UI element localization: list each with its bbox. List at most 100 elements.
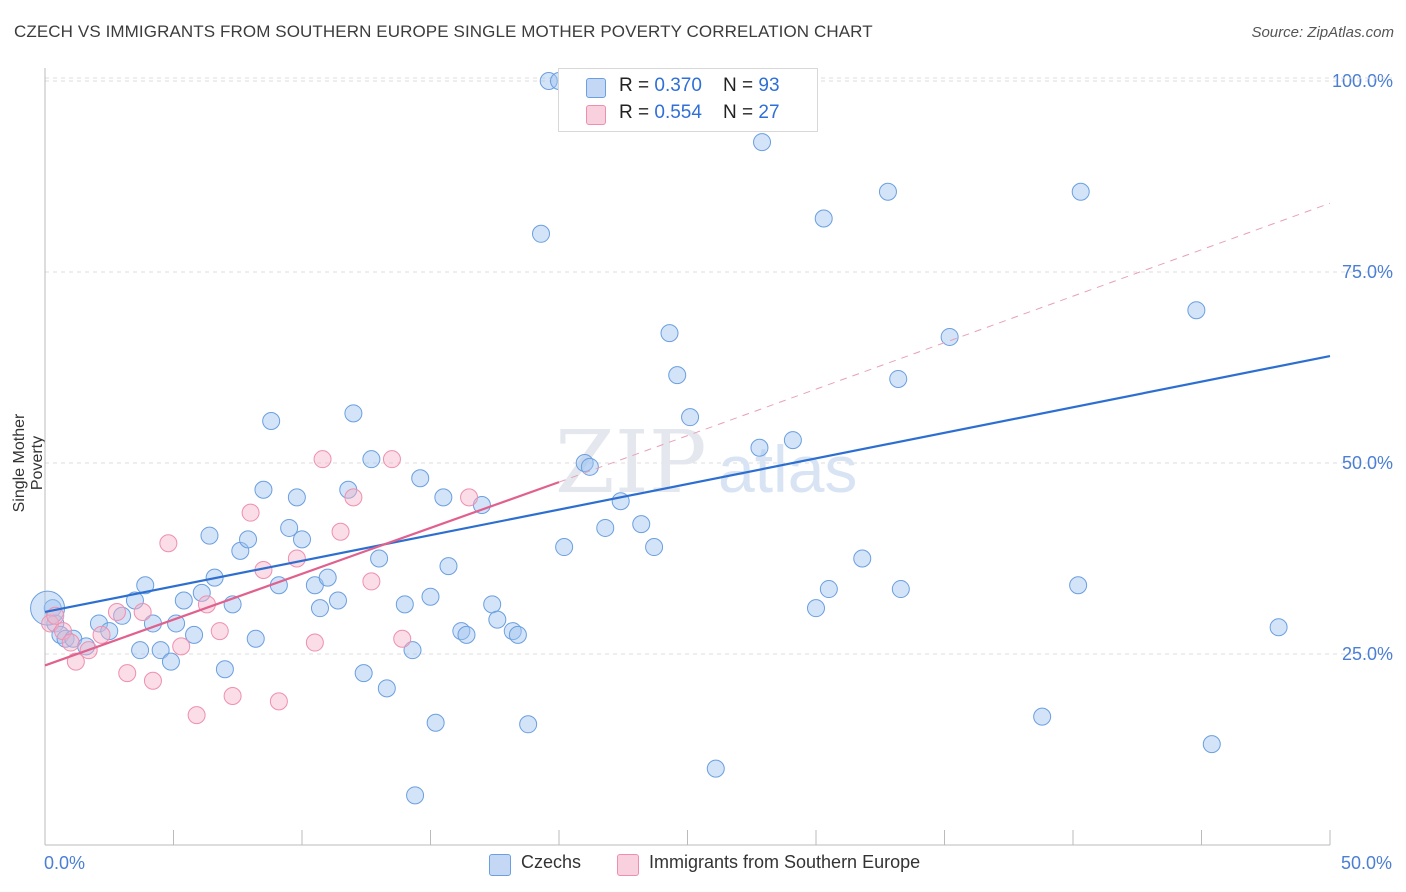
czech-point <box>174 591 193 610</box>
immigrant-point <box>92 625 111 644</box>
czech-point <box>403 641 422 660</box>
czech-point <box>596 518 615 537</box>
immigrant-point <box>159 534 178 553</box>
immigrant-point <box>107 602 126 621</box>
czech-point <box>1033 707 1052 726</box>
immigrant-point <box>143 671 162 690</box>
czech-point <box>539 72 558 90</box>
x-tick-label: 50.0% <box>1341 853 1392 873</box>
czech-point <box>519 715 538 734</box>
czech-point <box>532 224 551 243</box>
czech-point <box>632 515 651 534</box>
czech-point <box>1187 301 1206 320</box>
immigrant-trend-line <box>44 481 560 667</box>
immigrant-point <box>362 572 381 591</box>
chart-title: CZECH VS IMMIGRANTS FROM SOUTHERN EUROPE… <box>14 22 873 41</box>
czech-point <box>1071 182 1090 201</box>
czech-point <box>681 408 700 427</box>
czech-point <box>185 625 204 644</box>
czech-point <box>246 629 265 648</box>
czech-point <box>878 182 897 201</box>
czech-point <box>280 518 299 537</box>
legend-n-value-immigrants: 27 <box>758 102 780 123</box>
immigrant-point <box>210 622 229 641</box>
czech-point <box>89 614 108 633</box>
czech-point <box>411 469 430 488</box>
immigrant-point <box>187 706 206 725</box>
immigrant-point <box>344 488 363 507</box>
stats-legend: R = 0.370 N = 93 R = 0.554 N = 27 <box>558 68 818 132</box>
immigrant-point <box>313 450 332 469</box>
source-label: Source: ZipAtlas.com <box>1251 24 1394 41</box>
legend-r-label: R = <box>619 75 655 96</box>
czech-point <box>192 583 211 602</box>
legend-swatch-immigrants <box>586 105 606 125</box>
y-tick-label: 100.0% <box>1332 71 1393 91</box>
czech-point <box>439 557 458 576</box>
czech-point <box>262 411 281 430</box>
legend-n-value-czechs: 93 <box>758 75 780 96</box>
immigrant-point <box>393 629 412 648</box>
czech-point <box>421 587 440 606</box>
x-tick-label: 0.0% <box>44 853 85 873</box>
y-tick-label: 50.0% <box>1342 453 1393 473</box>
immigrant-point <box>172 637 191 656</box>
czech-point <box>131 641 150 660</box>
czech-point <box>362 450 381 469</box>
czech-point <box>783 431 802 450</box>
czech-point <box>215 660 234 679</box>
series-legend-label: Immigrants from Southern Europe <box>649 852 921 872</box>
czech-point <box>891 580 910 599</box>
watermark-atlas: atlas <box>718 432 857 506</box>
czech-point <box>136 576 155 595</box>
czech-point <box>200 526 219 545</box>
czech-point <box>151 641 170 660</box>
czech-point <box>807 599 825 618</box>
immigrant-point <box>223 687 242 706</box>
legend-r-value-immigrants: 0.554 <box>654 102 702 123</box>
y-tick-label: 25.0% <box>1342 644 1393 664</box>
series-legend-label: Czechs <box>521 852 582 872</box>
legend-n-label: N = <box>723 102 759 123</box>
czech-point <box>1269 618 1288 637</box>
immigrant-point <box>133 602 152 621</box>
czech-point <box>318 568 337 587</box>
czech-point <box>483 595 502 614</box>
czech-point <box>344 404 363 423</box>
czech-point <box>645 538 664 557</box>
czech-point <box>488 610 507 629</box>
y-tick-label: 75.0% <box>1342 262 1393 282</box>
czech-trend-line <box>44 354 1331 614</box>
legend-n-label: N = <box>723 75 759 96</box>
immigrant-point <box>61 633 80 652</box>
legend-r-value-czechs: 0.370 <box>654 75 702 96</box>
czech-point <box>370 549 389 568</box>
immigrant-point <box>66 652 85 671</box>
immigrant-point <box>241 503 260 522</box>
czech-point <box>328 591 347 610</box>
immigrant-point <box>269 692 288 711</box>
czech-point <box>508 625 527 644</box>
immigrant-point <box>460 488 479 507</box>
czech-point <box>293 530 311 549</box>
czech-point <box>819 580 838 599</box>
czech-point <box>310 599 329 618</box>
legend-swatch-immigrants <box>617 854 639 876</box>
czech-point <box>254 480 273 499</box>
czech-point <box>706 759 725 778</box>
czech-point <box>457 625 476 644</box>
czech-point <box>434 488 453 507</box>
czech-point <box>426 713 445 732</box>
legend-swatch-czechs <box>489 854 511 876</box>
czech-point <box>1202 735 1221 754</box>
czech-point <box>354 664 373 683</box>
immigrant-trend-extension <box>558 202 1331 483</box>
czech-point <box>940 327 959 346</box>
czech-point <box>750 438 769 457</box>
czech-point <box>668 366 687 385</box>
czech-point <box>580 457 599 476</box>
czech-point <box>395 595 414 614</box>
czech-point <box>287 488 306 507</box>
czech-point <box>377 679 396 698</box>
